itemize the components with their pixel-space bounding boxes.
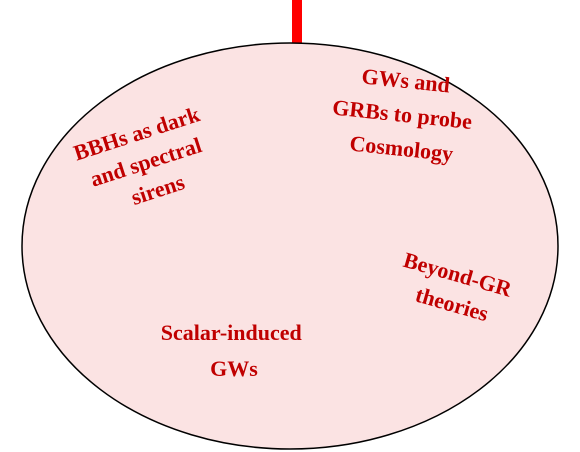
topic-line: Scalar-induced: [161, 320, 302, 345]
topic-line: GWs: [210, 356, 258, 381]
connector-bar: [292, 0, 302, 44]
topic-ellipse: [21, 42, 559, 450]
topic-label: Scalar-induced GWs: [161, 320, 307, 381]
